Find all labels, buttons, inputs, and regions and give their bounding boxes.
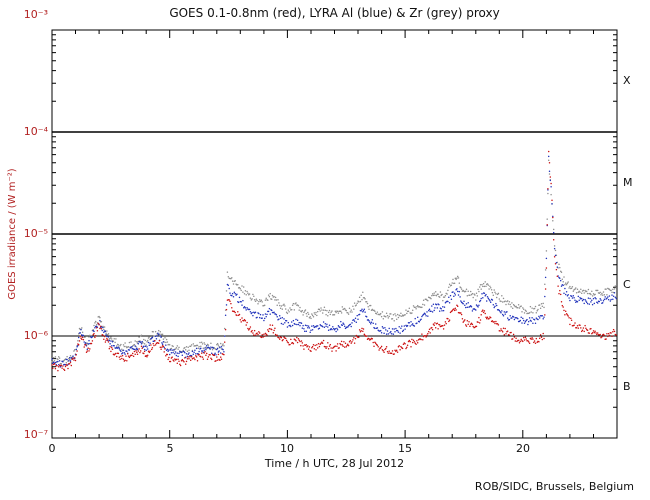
flare-class-label-b: B [623,380,631,393]
flare-class-label-m: M [623,176,633,189]
x-tick-label: 5 [166,442,174,455]
x-tick-label: 20 [516,442,530,455]
y-tick-label: 10⁻³ [23,8,48,21]
x-tick-label: 0 [48,442,56,455]
x-axis-label: Time / h UTC, 28 Jul 2012 [264,457,405,470]
y-tick-label: 10⁻⁷ [23,428,48,441]
flare-class-label-x: X [623,74,631,87]
y-tick-label: 10⁻⁴ [23,125,48,138]
y-axis-label: GOES irradiance / (W m⁻²) [7,168,18,300]
x-tick-label: 15 [398,442,412,455]
credit-text: ROB/SIDC, Brussels, Belgium [474,480,634,493]
flare-class-label-c: C [623,278,631,291]
chart-title: GOES 0.1-0.8nm (red), LYRA Al (blue) & Z… [169,6,500,20]
y-tick-label: 10⁻⁶ [23,329,48,342]
x-tick-label: 10 [280,442,294,455]
y-tick-label: 10⁻⁵ [23,227,48,240]
